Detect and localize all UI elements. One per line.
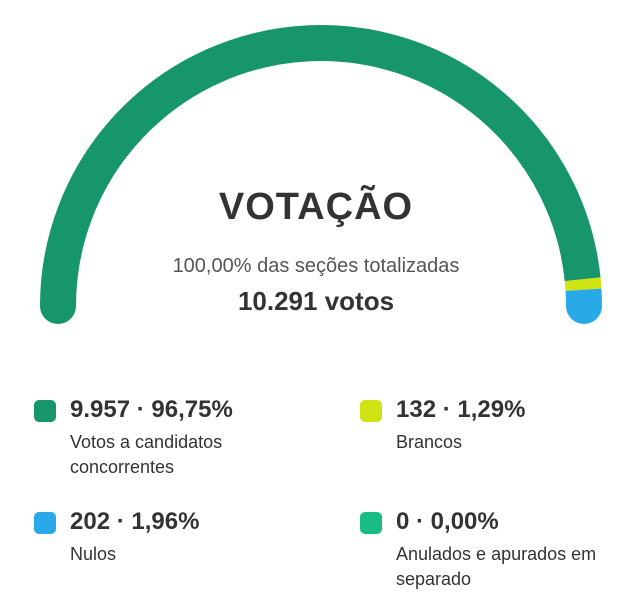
legend-value: 0 · 0,00%	[396, 508, 499, 535]
legend-value: 132 · 1,29%	[396, 396, 526, 423]
legend-label: Votos a candidatos concorrentes	[70, 432, 223, 477]
chart-title: VOTAÇÃO	[218, 186, 414, 228]
gauge-arcs	[40, 25, 602, 324]
gauge-arc-1	[564, 277, 602, 291]
gauge-cap-start	[40, 288, 76, 324]
legend-swatch	[34, 400, 56, 422]
legend-label: Anulados e apurados em separado	[396, 544, 597, 589]
legend-value: 202 · 1,96%	[70, 508, 200, 535]
legend-label: Brancos	[396, 432, 463, 452]
total-votes: 10.291 votos	[237, 286, 395, 316]
sections-totalized-text: 100,00% das seções totalizadas	[172, 255, 460, 277]
gauge-chart	[40, 25, 602, 324]
legend-label: Nulos	[70, 544, 117, 564]
legend-swatch	[34, 512, 56, 534]
legend-swatch	[360, 512, 382, 534]
legend-value: 9.957 · 96,75%	[70, 396, 233, 423]
gauge-arc-0	[40, 25, 601, 307]
legend-swatch	[360, 400, 382, 422]
gauge-cap-end	[566, 306, 602, 324]
